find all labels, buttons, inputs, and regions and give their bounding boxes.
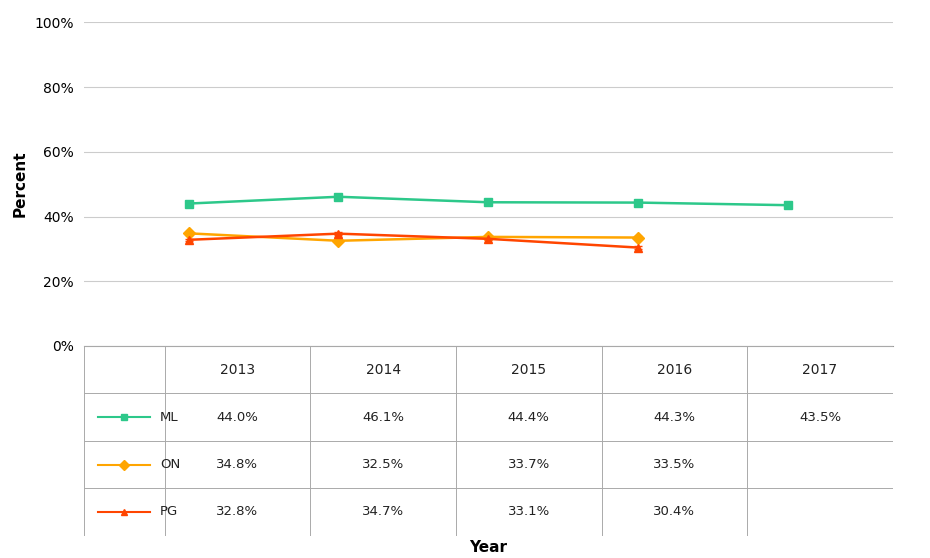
Text: Year: Year bbox=[470, 540, 507, 555]
Text: 2015: 2015 bbox=[512, 363, 546, 377]
Text: 2014: 2014 bbox=[365, 363, 401, 377]
Text: 32.8%: 32.8% bbox=[217, 506, 259, 518]
Text: PG: PG bbox=[160, 506, 178, 518]
Text: 32.5%: 32.5% bbox=[362, 458, 405, 471]
Text: ON: ON bbox=[160, 458, 180, 471]
Text: 34.7%: 34.7% bbox=[362, 506, 405, 518]
Text: 2016: 2016 bbox=[657, 363, 692, 377]
Text: ML: ML bbox=[160, 411, 179, 424]
Text: 44.4%: 44.4% bbox=[508, 411, 550, 424]
Text: 43.5%: 43.5% bbox=[799, 411, 841, 424]
Text: 2017: 2017 bbox=[803, 363, 838, 377]
Text: 46.1%: 46.1% bbox=[362, 411, 404, 424]
Text: 44.3%: 44.3% bbox=[654, 411, 696, 424]
Y-axis label: Percent: Percent bbox=[12, 151, 28, 218]
Text: 44.0%: 44.0% bbox=[217, 411, 259, 424]
Text: 33.7%: 33.7% bbox=[508, 458, 550, 471]
Text: 34.8%: 34.8% bbox=[217, 458, 259, 471]
Text: 30.4%: 30.4% bbox=[654, 506, 696, 518]
Text: 33.1%: 33.1% bbox=[508, 506, 550, 518]
Text: 33.5%: 33.5% bbox=[653, 458, 696, 471]
Text: 2013: 2013 bbox=[219, 363, 255, 377]
